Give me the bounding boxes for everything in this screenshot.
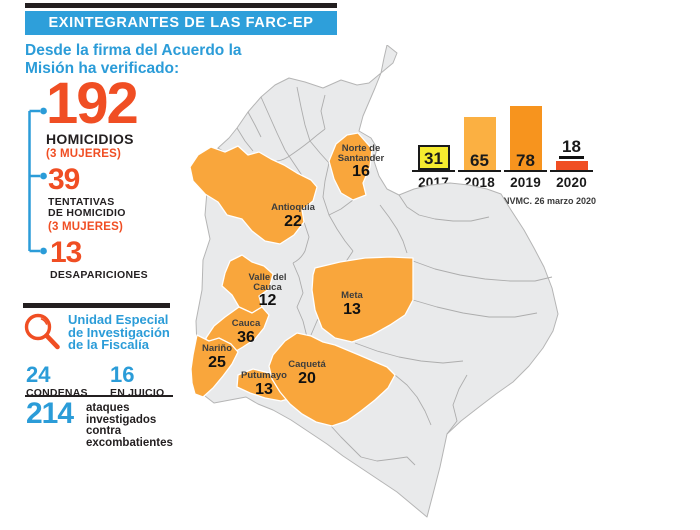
map-label-valle-del-cauca: Valle del Cauca 12	[248, 272, 287, 309]
highlighted-departments	[189, 132, 414, 427]
homicides-by-year-chart: 31 2017 65 2018 78 2019 18 2020 *UNVMC. …	[412, 100, 596, 206]
top-black-bar	[25, 3, 337, 8]
axis-label-2019: 2019	[510, 175, 541, 190]
bar-2019-value: 78	[516, 151, 535, 170]
chart-col-2020: 18 2020	[550, 100, 593, 190]
map-label-putumayo: Putumayo 13	[241, 370, 287, 398]
bar-2020	[555, 161, 588, 170]
chart-source-note: *UNVMC. 26 marzo 2020	[492, 196, 596, 206]
stat-desapariciones-label: DESAPARICIONES	[50, 269, 148, 281]
stat-tentativas-label: TENTATIVAS DE HOMICIDIO	[48, 196, 126, 219]
map-label-norte-de-santander: Norte de Santander 16	[337, 143, 385, 180]
colombia-map: Norte de Santander 16 Antioquia 22 Valle…	[145, 44, 565, 525]
chart-col-2019: 78 2019	[504, 100, 547, 190]
stat-homicidios: 192 HOMICIDIOS (3 MUJERES)	[46, 71, 139, 161]
map-label-narino: Nariño 25	[201, 343, 233, 371]
colombia-map-svg	[189, 44, 559, 518]
bracket-connector	[28, 107, 47, 255]
stat-desapariciones: 13 DESAPARICIONES	[50, 236, 148, 281]
bar-2017: 31	[417, 145, 450, 170]
stat-homicidios-label: HOMICIDIOS	[46, 131, 134, 147]
stat-tentativas-note: (3 MUJERES)	[48, 220, 124, 233]
dept-narino	[190, 334, 239, 398]
stat-homicidios-note: (3 MUJERES)	[46, 148, 122, 160]
map-label-meta: Meta 13	[341, 290, 363, 318]
dept-caqueta	[268, 332, 396, 427]
fiscalia-title: Unidad Especial de Investigación de la F…	[68, 312, 170, 352]
dept-norte-de-santander	[328, 132, 373, 201]
juicio-value: 16	[110, 362, 135, 387]
stat-tentativas-value: 39	[48, 163, 80, 196]
map-label-antioquia: Antioquia 22	[271, 202, 315, 230]
bar-2020-value: 18	[559, 137, 584, 159]
fiscalia-stat-condenas: 24 CONDENAS	[26, 362, 88, 400]
page-subtitle: Desde la firma del Acuerdo la Misión ha …	[25, 42, 242, 77]
fiscalia-divider	[25, 395, 173, 397]
page-title: EXINTEGRANTES DE LAS FARC-EP	[25, 11, 337, 35]
bar-2017-value: 31	[424, 149, 443, 168]
stat-homicidios-value: 192	[46, 71, 139, 136]
bar-2019: 78	[509, 106, 542, 170]
bar-2018-value: 65	[470, 151, 489, 170]
chart-bars: 31 2017 65 2018 78 2019 18 2020	[412, 100, 596, 190]
stat-desapariciones-value: 13	[50, 236, 82, 269]
stat-tentativas: 39 TENTATIVAS DE HOMICIDIO (3 MUJERES)	[48, 163, 126, 233]
dept-antioquia	[189, 145, 318, 245]
bar-2018: 65	[463, 117, 496, 170]
map-label-cauca: Cauca 36	[231, 318, 261, 346]
condenas-value: 24	[26, 362, 51, 387]
dept-meta	[311, 256, 414, 343]
section-divider	[23, 303, 170, 308]
dept-valle-del-cauca	[221, 254, 274, 314]
ataques-value: 214	[26, 397, 74, 430]
department-borders	[217, 86, 553, 466]
magnifier-icon	[24, 313, 60, 350]
ataques-label: ataques investigados contra excombatient…	[86, 402, 173, 449]
map-label-caqueta: Caquetá 20	[288, 359, 326, 387]
axis-label-2020: 2020	[556, 175, 587, 190]
